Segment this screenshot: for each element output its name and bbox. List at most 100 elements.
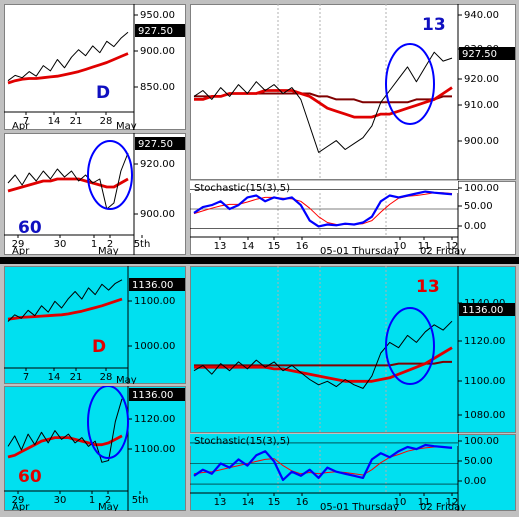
price-line	[7, 31, 129, 82]
time-subtick-label: Apr	[12, 246, 30, 255]
time-subtick-label: Apr	[12, 121, 30, 130]
fast-ma-line	[194, 346, 453, 383]
bottom-60min-chart: 1120.00 1100.00 1136.00 29 30 1 2 5th Apr May 60	[4, 386, 186, 511]
panel-background	[190, 4, 516, 180]
timeframe-label: 60	[18, 218, 42, 238]
price-line	[7, 398, 123, 463]
current-price-label: 1136.00	[462, 305, 503, 316]
time-tick-label: 2	[105, 495, 111, 506]
panel-border	[4, 133, 186, 255]
top-daily-chart: 950.00 900.00 850.00 927.50 7 14 21 28 Apr May D	[4, 4, 186, 130]
bottom-stochastic-chart: 100.00 50.00 0.00 13 14 15 16 10 11 12 05-01 Thurs…	[190, 434, 516, 511]
time-tick-label: 5th	[132, 495, 149, 506]
timeframe-label: 13	[422, 15, 446, 35]
time-tick-label: 30	[54, 495, 67, 506]
current-price-label: 927.50	[462, 49, 497, 60]
panel-border	[4, 386, 186, 511]
price-tick-label: 0.00	[464, 221, 486, 232]
time-tick-label: 7	[23, 372, 29, 383]
timeframe-label: 60	[18, 467, 42, 487]
price-tick-label: 50.00	[464, 201, 493, 212]
price-tick-label: 1100.00	[134, 296, 175, 307]
current-price-tag	[129, 388, 185, 401]
time-tick-label: 1	[89, 495, 95, 506]
fast-ma-line	[7, 297, 123, 321]
fast-ma-line	[7, 177, 129, 193]
time-tick-label: 12	[446, 241, 459, 252]
highlight-circle	[385, 43, 435, 125]
stoch-k-line	[193, 443, 453, 482]
price-line	[193, 51, 453, 153]
slow-ma-line	[194, 360, 452, 367]
panel-background	[190, 266, 516, 433]
time-subtick-label: 02 Friday	[420, 246, 466, 255]
current-price-label: 1136.00	[132, 390, 173, 401]
panel-border	[4, 266, 186, 384]
time-tick-label: 7	[23, 116, 29, 127]
time-tick-label: 15	[268, 241, 281, 252]
panel-border	[190, 266, 516, 433]
time-tick-label: 14	[242, 241, 255, 252]
time-tick-label: 1	[91, 239, 97, 250]
price-tick-label: 100.00	[464, 436, 499, 447]
section-divider	[0, 257, 519, 264]
price-tick-label: 50.00	[464, 456, 493, 467]
time-tick-label: 28	[100, 116, 113, 127]
price-tick-label: 1100.00	[134, 444, 175, 455]
highlight-circle	[385, 307, 435, 385]
time-subtick-label: May	[98, 502, 119, 511]
stochastic-title: Stochastic(15(3),5)	[194, 183, 290, 194]
current-price-tag	[135, 137, 185, 150]
stochastic-title: Stochastic(15(3),5)	[194, 436, 290, 447]
stoch-title-bg	[190, 181, 458, 193]
current-price-tag	[459, 303, 515, 316]
time-tick-label: 21	[70, 116, 83, 127]
time-subtick-label: 05-01 Thursday	[320, 502, 399, 511]
time-tick-label: 29	[12, 239, 25, 250]
panel-border	[4, 4, 186, 130]
panel-border	[190, 4, 516, 180]
panel-background	[190, 181, 516, 255]
price-tick-label: 850.00	[140, 82, 175, 93]
current-price-label: 927.50	[138, 26, 173, 37]
price-tick-label: 910.00	[464, 100, 499, 111]
time-tick-label: 29	[12, 495, 25, 506]
highlight-circle	[87, 140, 133, 210]
price-tick-label: 100.00	[464, 183, 499, 194]
time-subtick-label: May	[98, 246, 119, 255]
price-line	[193, 320, 453, 389]
time-tick-label: 16	[296, 497, 309, 508]
price-tick-label: 900.00	[140, 209, 175, 220]
current-price-label: 927.50	[138, 139, 173, 150]
time-tick-label: 13	[214, 497, 227, 508]
time-subtick-label: May	[116, 375, 137, 384]
price-tick-label: 1120.00	[464, 336, 505, 347]
highlight-circle	[87, 386, 129, 459]
price-tick-label: 950.00	[140, 10, 175, 21]
time-subtick-label: Apr	[12, 502, 30, 511]
time-tick-label: 28	[100, 372, 113, 383]
price-tick-label: 1000.00	[134, 341, 175, 352]
current-price-tag	[135, 24, 185, 37]
time-tick-label: 2	[107, 239, 113, 250]
timeframe-label: D	[96, 83, 110, 103]
current-price-tag	[459, 47, 515, 60]
time-tick-label: 12	[446, 497, 459, 508]
price-tick-label: 940.00	[464, 10, 499, 21]
bottom-daily-chart: 1100.00 1000.00 1136.00 7 14 21 28 May D	[4, 266, 186, 384]
top-stochastic-chart: 100.00 50.00 0.00 13 14 15 16 10 11 12 05-01 Thurs…	[190, 181, 516, 255]
time-tick-label: 15	[268, 497, 281, 508]
time-tick-label: 11	[418, 497, 431, 508]
price-tick-label: 1080.00	[464, 410, 505, 421]
price-line	[7, 279, 123, 322]
time-tick-label: 13	[214, 241, 227, 252]
current-price-label: 1136.00	[132, 280, 173, 291]
timeframe-label: 13	[416, 277, 440, 297]
top-60min-chart: 920.00 900.00 927.50 29 30 1 2 5th Apr May 60	[4, 133, 186, 255]
fast-ma-line	[194, 86, 453, 119]
price-tick-label: 920.00	[140, 159, 175, 170]
price-tick-label: 0.00	[464, 476, 486, 487]
price-tick-label: 1100.00	[464, 376, 505, 387]
